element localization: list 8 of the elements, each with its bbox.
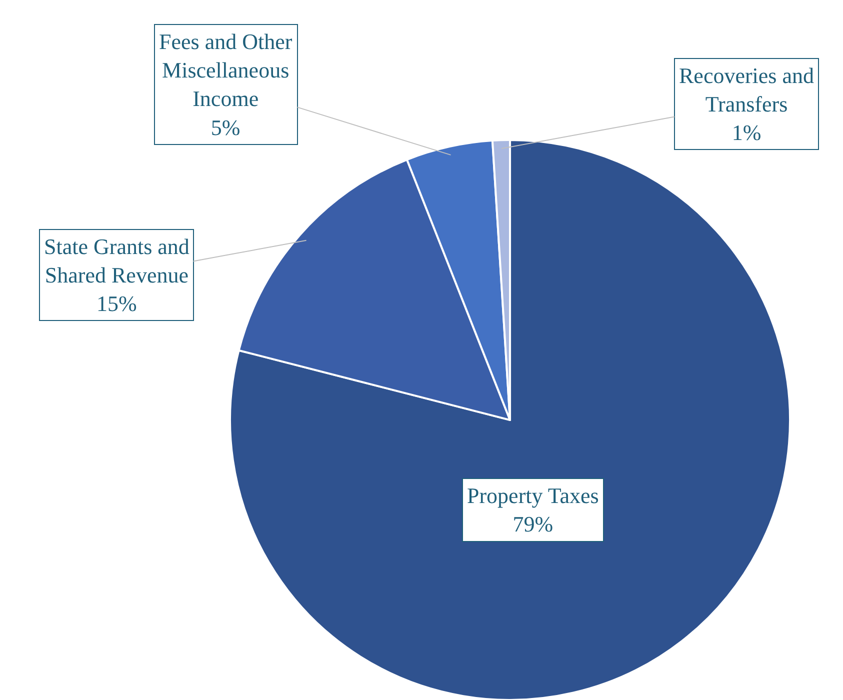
slice-label: Recoveries and Transfers	[679, 63, 814, 117]
slice-label: State Grants and Shared Revenue	[44, 234, 190, 288]
slice-label: Property Taxes	[467, 483, 599, 508]
data-label: 1%	[732, 120, 762, 146]
data-label: 79%	[512, 512, 554, 537]
data-label: 5%	[210, 114, 240, 140]
data-label: 15%	[96, 291, 137, 316]
slice-label: Fees and Other Miscellaneous Income	[159, 29, 293, 112]
